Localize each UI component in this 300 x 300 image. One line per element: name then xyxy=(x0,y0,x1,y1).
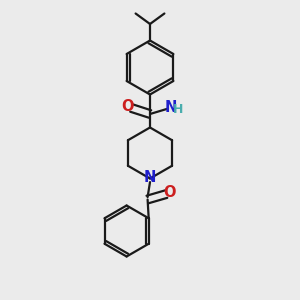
Text: O: O xyxy=(122,99,134,114)
Text: O: O xyxy=(164,185,176,200)
Text: H: H xyxy=(172,103,183,116)
Text: N: N xyxy=(164,100,177,116)
Text: N: N xyxy=(144,170,156,185)
